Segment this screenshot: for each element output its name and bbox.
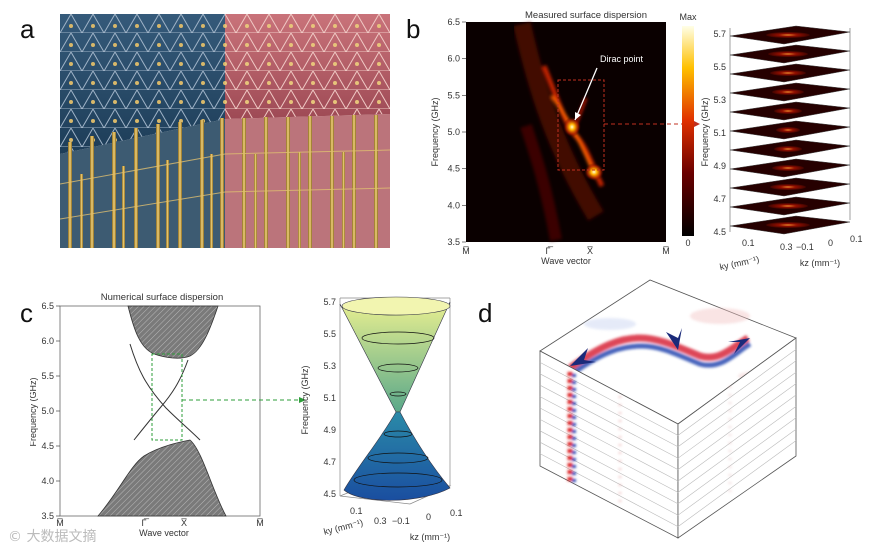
cone-kz-tick-3: 0.1 — [450, 508, 463, 518]
x-tick-label: M̅ — [662, 246, 670, 256]
y-axis-label: Frequency (GHz) — [30, 377, 38, 446]
x-tick-label: M̅ — [256, 518, 264, 528]
stack-kz-tick-3: 0.1 — [850, 234, 863, 244]
numerical-dispersion-chart: Numerical surface dispersion 6.5 6.0 5.5 5.… — [30, 292, 306, 538]
cube-layer-line — [539, 360, 797, 448]
z-tick-label: 5.7 — [713, 29, 726, 39]
z-tick-label: 5.7 — [323, 297, 336, 307]
slice-intensity — [766, 222, 810, 228]
y-tick-label: 6.0 — [447, 54, 460, 64]
cube-layer-line — [539, 394, 797, 482]
panel-letter-b: b — [406, 14, 421, 44]
z-tick-label: 4.9 — [323, 425, 336, 435]
z-tick-label: 4.9 — [713, 161, 726, 171]
stack-ky-label: ky (mm⁻¹) — [719, 254, 760, 272]
z-tick-label: 4.5 — [713, 227, 726, 237]
y-tick-label: 6.5 — [447, 17, 460, 27]
colorbar-min: 0 — [685, 238, 690, 248]
cone-y-label: Frequency (GHz) — [300, 365, 310, 434]
cube-layer-line — [539, 440, 797, 527]
y-tick-label: 6.5 — [41, 301, 54, 311]
y-tick-label: 3.5 — [447, 237, 460, 247]
x-tick-label: X̅ — [181, 518, 187, 528]
y-axis: 6.5 6.0 5.5 5.0 4.5 4.0 3.5 — [41, 301, 60, 521]
slice-intensity — [776, 127, 800, 133]
y-tick-label: 4.5 — [41, 441, 54, 451]
field-map-cube — [539, 279, 797, 539]
chart-title: Measured surface dispersion — [525, 10, 647, 21]
cone-ky-tick-1: 0.1 — [350, 506, 363, 516]
stack-ky-tick-2: 0.3 — [780, 242, 793, 252]
z-tick-label: 5.1 — [713, 128, 726, 138]
cube-layer-line — [539, 406, 797, 493]
x-axis-label: Wave vector — [139, 528, 189, 538]
x-tick-label: X̅ — [587, 246, 593, 256]
watermark: © 大数据文摘 — [8, 526, 96, 546]
z-tick-label: 5.5 — [323, 329, 336, 339]
slice-intensity — [770, 184, 806, 190]
x-tick-label: Γ̅ — [142, 518, 150, 528]
stack-ky-tick-1: 0.1 — [742, 238, 755, 248]
dirac-point-label: Dirac point — [600, 54, 644, 64]
x-axis-label: Wave vector — [541, 256, 591, 266]
cube-layer-line — [539, 349, 797, 436]
x-tick-label: Γ̅ — [546, 246, 554, 256]
z-tick-label: 4.7 — [713, 194, 726, 204]
measured-dispersion-chart: Measured surface dispersion Dirac point … — [430, 10, 700, 266]
z-tick-label: 4.7 — [323, 457, 336, 467]
colorbar-max: Max — [679, 12, 697, 22]
watermark-text: 大数据文摘 — [26, 529, 97, 545]
y-tick-label: 3.5 — [41, 511, 54, 521]
cube-layer-line — [539, 383, 797, 470]
stack-kz-label: kz (mm⁻¹) — [800, 258, 840, 268]
slice-intensity — [772, 89, 804, 95]
slice-intensity — [770, 70, 806, 76]
z-tick-label: 5.1 — [323, 393, 336, 403]
cone-ky-label: ky (mm⁻¹) — [323, 517, 364, 536]
y-tick-label: 4.0 — [41, 476, 54, 486]
slice-intensity — [766, 32, 810, 38]
slice-intensity — [772, 165, 804, 171]
measured-slice-stack: 5.7 5.5 5.3 5.1 4.9 4.7 4.5 Frequency (GHz) ky… — [700, 25, 863, 272]
y-axis-label: Frequency (GHz) — [430, 97, 440, 166]
cone-kz-tick-2: 0 — [426, 512, 431, 522]
stack-y-label: Frequency (GHz) — [700, 97, 710, 166]
cube-layer-line — [539, 371, 797, 459]
cone-kz-label: kz (mm⁻¹) — [410, 532, 450, 542]
cone-ky-tick-2: 0.3 — [374, 516, 387, 526]
colorbar — [682, 26, 694, 236]
slice-intensity — [774, 108, 802, 114]
watermark-icon: © — [8, 529, 22, 545]
chart-title: Numerical surface dispersion — [101, 292, 224, 303]
y-tick-label: 4.0 — [447, 200, 460, 210]
z-tick-label: 5.3 — [323, 361, 336, 371]
y-tick-label: 4.5 — [447, 164, 460, 174]
slice-intensity — [768, 203, 808, 209]
x-tick-label: M̅ — [56, 518, 64, 528]
lattice-illustration — [60, 14, 390, 248]
slice-intensity — [774, 146, 802, 152]
cube-layer-line — [539, 428, 797, 516]
y-tick-label: 5.5 — [41, 371, 54, 381]
cone-kz-tick-1: −0.1 — [392, 516, 410, 526]
z-tick-label: 5.3 — [713, 95, 726, 105]
slice-intensity — [768, 51, 808, 57]
y-axis: 6.5 6.0 5.5 5.0 4.5 4.0 3.5 — [447, 17, 466, 247]
x-axis: M̅ Γ̅ X̅ M̅ — [462, 246, 670, 256]
y-tick-label: 5.0 — [447, 127, 460, 137]
z-tick-label: 4.5 — [323, 489, 336, 499]
panel-letter-c: c — [20, 298, 33, 328]
panel-letter-a: a — [20, 14, 35, 44]
y-tick-label: 5.0 — [41, 406, 54, 416]
z-tick-label: 5.5 — [713, 62, 726, 72]
panel-letter-d: d — [478, 298, 493, 328]
x-axis: M̅ Γ̅ X̅ M̅ — [56, 518, 264, 528]
y-tick-label: 5.5 — [447, 90, 460, 100]
cube-layer-line — [539, 417, 797, 505]
stack-kz-tick-1: −0.1 — [796, 242, 814, 252]
y-tick-label: 6.0 — [41, 336, 54, 346]
stack-kz-tick-2: 0 — [828, 238, 833, 248]
x-tick-label: M̅ — [462, 246, 470, 256]
dirac-cone-3d: 5.7 5.5 5.3 5.1 4.9 4.7 4.5 Frequency (GHz) ky… — [300, 296, 463, 542]
